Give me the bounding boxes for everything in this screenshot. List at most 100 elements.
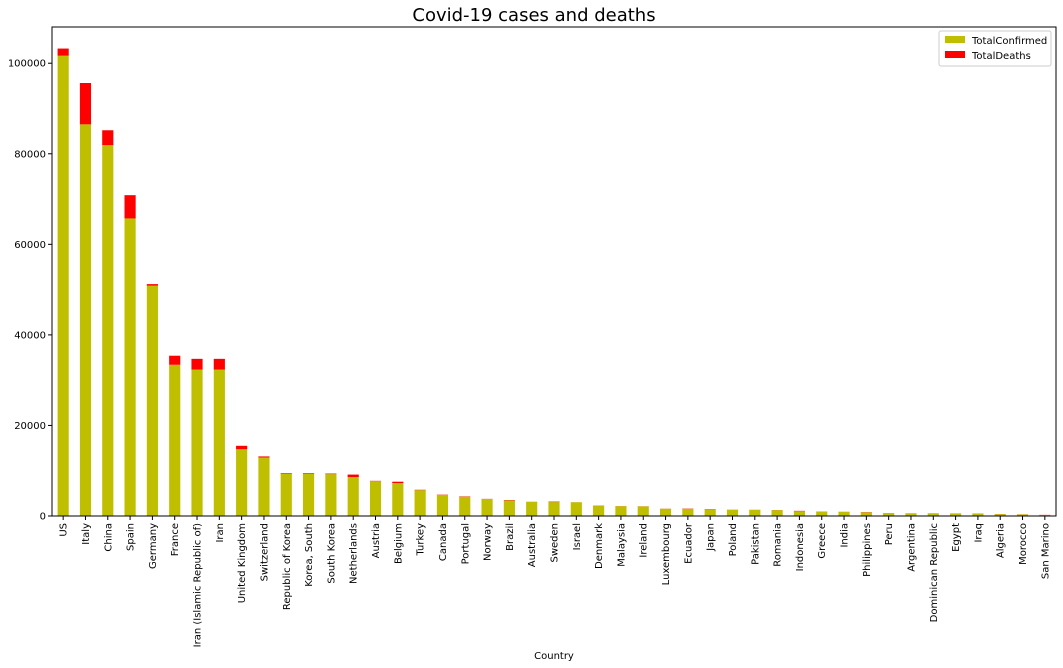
x-tick-label: Republic of Korea <box>282 523 293 610</box>
bar-deaths <box>57 48 69 56</box>
legend-swatch-confirmed <box>945 36 965 43</box>
chart-title: Covid-19 cases and deaths <box>412 5 655 26</box>
x-tick-label: Austria <box>371 523 382 558</box>
x-tick-label: Australia <box>527 523 538 567</box>
x-tick-label: Brazil <box>505 523 516 551</box>
bar-deaths <box>169 355 181 365</box>
x-tick-label: Morocco <box>1018 523 1029 565</box>
bar-confirmed <box>369 481 382 516</box>
x-tick-label: Germany <box>148 523 159 569</box>
bar-confirmed <box>927 513 939 516</box>
legend-box <box>938 30 1052 67</box>
x-tick-label: United Kingdom <box>237 523 248 603</box>
x-tick-label: Iran <box>215 523 226 543</box>
bar-confirmed <box>102 145 114 516</box>
x-tick-label: Poland <box>728 523 739 556</box>
bar-deaths <box>79 82 92 125</box>
bar-confirmed <box>481 498 493 516</box>
bar-confirmed <box>682 508 694 516</box>
bar-confirmed <box>414 490 426 516</box>
x-tick-label: Algeria <box>996 523 1007 558</box>
bar-confirmed <box>459 496 471 516</box>
x-tick-label: Greece <box>817 523 828 559</box>
bar-confirmed <box>213 369 225 516</box>
x-tick-label: Egypt <box>951 523 962 552</box>
x-tick-label: Romania <box>773 523 784 567</box>
bar-confirmed <box>325 474 337 516</box>
bar-confirmed <box>503 500 515 516</box>
bar-confirmed <box>749 509 761 516</box>
bar-deaths <box>303 473 315 474</box>
x-tick-label: Portugal <box>460 523 471 564</box>
x-tick-label: Belgium <box>393 523 404 564</box>
x-axis-ticks: US Italy China Spain Germany France Iran (Isla… <box>59 516 1051 647</box>
bar-deaths <box>213 358 225 370</box>
bar-deaths <box>347 474 359 478</box>
x-tick-label: Ecuador <box>683 522 694 564</box>
bar-confirmed <box>593 506 605 516</box>
x-tick-label: Turkey <box>416 523 427 557</box>
bars-group <box>57 48 1051 517</box>
x-tick-label: Peru <box>884 523 895 545</box>
bar-confirmed <box>615 506 627 516</box>
bar-deaths <box>102 130 114 146</box>
legend: TotalConfirmed TotalDeaths <box>938 30 1052 67</box>
x-tick-label: Norway <box>483 523 494 561</box>
bar-confirmed <box>258 457 270 516</box>
bar-confirmed <box>883 513 895 516</box>
bar-confirmed <box>570 502 582 516</box>
x-tick-label: Sweden <box>550 523 561 563</box>
bar-confirmed <box>905 513 917 516</box>
bar-confirmed <box>1039 514 1051 516</box>
bar-confirmed <box>793 511 805 516</box>
bar-confirmed <box>79 124 92 517</box>
bar-confirmed <box>146 285 158 516</box>
bar-deaths <box>258 456 270 458</box>
bar-deaths <box>146 284 158 286</box>
x-tick-label: Iran (Islamic Republic of) <box>193 523 204 647</box>
x-tick-label: Netherlands <box>349 523 360 584</box>
x-tick-label: Spain <box>126 523 137 551</box>
bar-deaths <box>392 481 404 484</box>
x-tick-label: France <box>170 523 181 556</box>
y-tick-label: 40000 <box>14 330 46 341</box>
bar-confirmed <box>436 494 449 516</box>
bar-confirmed <box>659 508 672 516</box>
x-tick-label: India <box>840 523 851 548</box>
plot-frame <box>51 26 1057 517</box>
bar-confirmed <box>860 512 872 516</box>
x-tick-label: Malaysia <box>616 523 627 567</box>
bar-confirmed <box>637 506 649 516</box>
bar-confirmed <box>994 514 1006 516</box>
x-axis-label: Country <box>534 651 574 662</box>
bar-confirmed <box>548 502 560 516</box>
x-tick-label: Argentina <box>906 523 917 572</box>
x-tick-label: Philippines <box>862 523 873 577</box>
x-tick-label: US <box>59 523 70 537</box>
x-tick-label: Denmark <box>594 523 605 569</box>
bar-confirmed <box>236 449 248 516</box>
bar-confirmed <box>726 509 739 516</box>
bar-confirmed <box>191 369 203 516</box>
legend-swatch-deaths <box>945 51 965 58</box>
x-tick-label: Indonesia <box>795 523 806 571</box>
y-tick-label: 100000 <box>8 59 46 70</box>
x-tick-label: Ireland <box>639 523 650 558</box>
bar-confirmed <box>771 510 783 516</box>
x-tick-label: Canada <box>438 523 449 561</box>
x-tick-label: Israel <box>572 523 583 550</box>
bar-confirmed <box>838 511 850 516</box>
x-tick-label: Korea, South <box>304 523 315 587</box>
bar-confirmed <box>347 477 359 516</box>
bar-deaths <box>236 445 248 450</box>
x-tick-label: Pakistan <box>750 523 761 565</box>
x-tick-label: Dominican Republic <box>929 523 940 622</box>
bar-confirmed <box>57 55 69 516</box>
y-tick-label: 20000 <box>14 421 46 432</box>
x-tick-label: China <box>103 523 114 552</box>
bar-confirmed <box>169 364 181 516</box>
bar-confirmed <box>303 473 315 516</box>
y-tick-label: 80000 <box>14 149 46 160</box>
legend-label-deaths: TotalDeaths <box>971 51 1031 62</box>
bar-confirmed <box>950 513 962 516</box>
